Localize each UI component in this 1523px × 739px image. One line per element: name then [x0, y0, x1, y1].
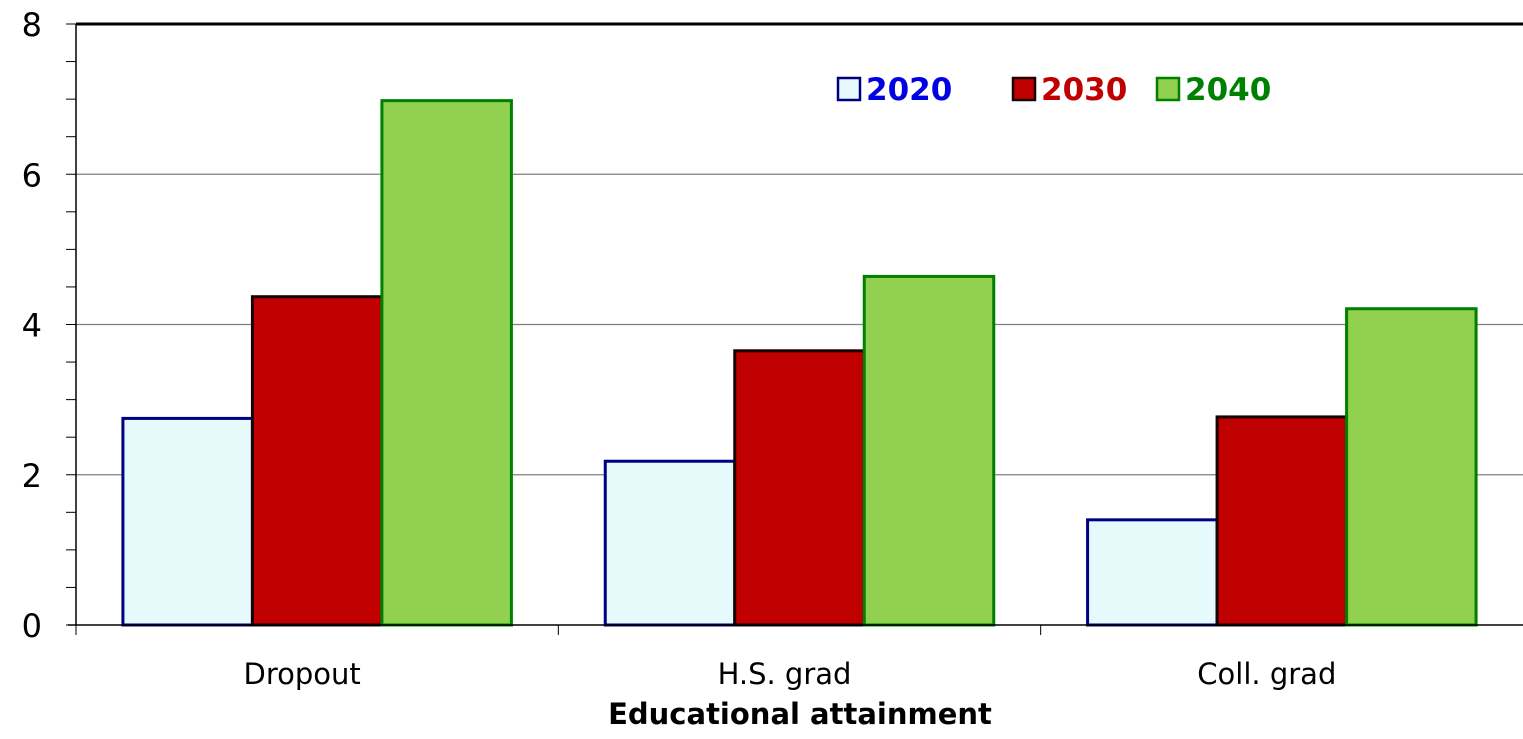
- bar-2030-h-s-grad: [733, 349, 866, 627]
- legend-label-2020: 2020: [866, 72, 952, 108]
- legend-label-2040: 2040: [1185, 72, 1271, 108]
- legend-label-2030: 2030: [1041, 72, 1127, 108]
- legend-swatch-2030: [1011, 76, 1037, 102]
- y-tick-label: 4: [22, 307, 42, 345]
- y-axis-ticks: 0 2 4 6 8: [22, 6, 76, 645]
- bar-2040-h-s-grad: [862, 274, 996, 627]
- legend-swatch-2020: [836, 76, 862, 102]
- x-axis-ticks: Dropout H.S. grad Coll. grad: [75, 625, 1336, 691]
- y-tick-label: 2: [22, 457, 42, 495]
- x-tick-label: Dropout: [244, 657, 361, 691]
- bars: [121, 99, 1478, 627]
- y-tick-label: 6: [22, 156, 42, 194]
- bar-2020-h-s-grad: [603, 459, 737, 627]
- bar-2040-dropout: [380, 99, 513, 627]
- bar-2020-dropout: [121, 416, 254, 627]
- x-tick-label: H.S. grad: [718, 657, 852, 691]
- legend: 2020 2030 2040: [836, 72, 1271, 108]
- bar-2040-coll-grad: [1345, 307, 1478, 627]
- x-tick-label: Coll. grad: [1197, 657, 1336, 691]
- y-tick-label: 0: [22, 607, 42, 645]
- bar-2030-coll-grad: [1215, 415, 1349, 627]
- x-axis-title: Educational attainment: [608, 697, 992, 731]
- y-tick-label: 8: [22, 6, 42, 44]
- legend-swatch-2040: [1155, 76, 1181, 102]
- bar-2020-coll-grad: [1086, 518, 1219, 627]
- bar-2030-dropout: [250, 295, 384, 627]
